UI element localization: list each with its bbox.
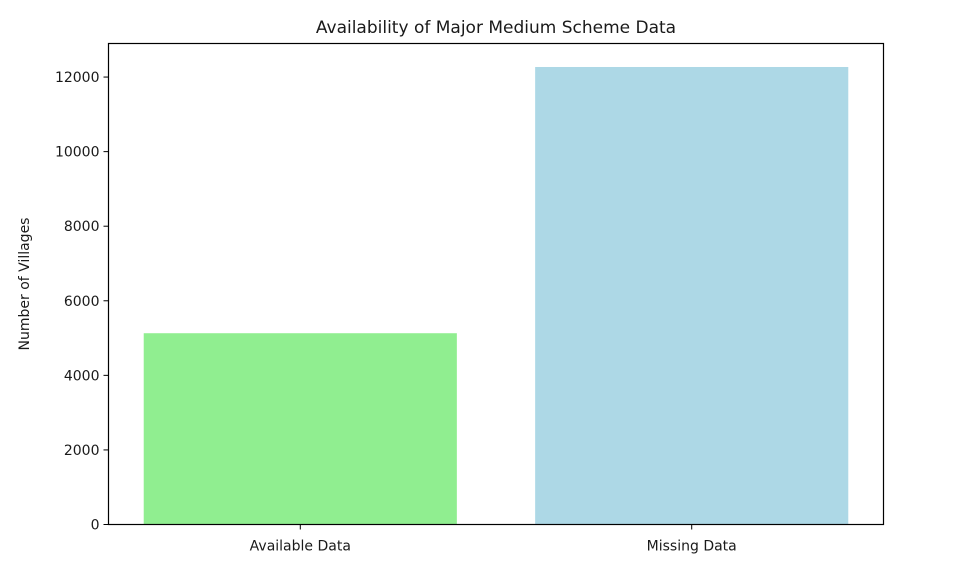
bar-available-data [143, 333, 457, 525]
x-tick-label: Missing Data [647, 539, 737, 555]
y-tick-label: 0 [91, 518, 100, 534]
plot-frame [107, 42, 885, 526]
y-tick-label: 6000 [64, 294, 100, 310]
y-axis-label: Number of Villages [17, 218, 33, 351]
x-ticks-group: Available Data Missing Data [250, 524, 737, 555]
y-tick-label: 12000 [55, 70, 100, 86]
bars-group [143, 66, 849, 525]
y-tick-label: 10000 [55, 145, 100, 161]
bar-missing-data [535, 66, 849, 525]
y-ticks-group: 0 2000 4000 6000 8000 10000 12000 [55, 70, 109, 534]
y-tick-label: 4000 [64, 368, 100, 384]
y-tick-label: 8000 [64, 219, 100, 235]
chart-title: Availability of Major Medium Scheme Data [316, 18, 676, 38]
y-tick-label: 2000 [64, 443, 100, 459]
x-tick-label: Available Data [250, 539, 351, 555]
